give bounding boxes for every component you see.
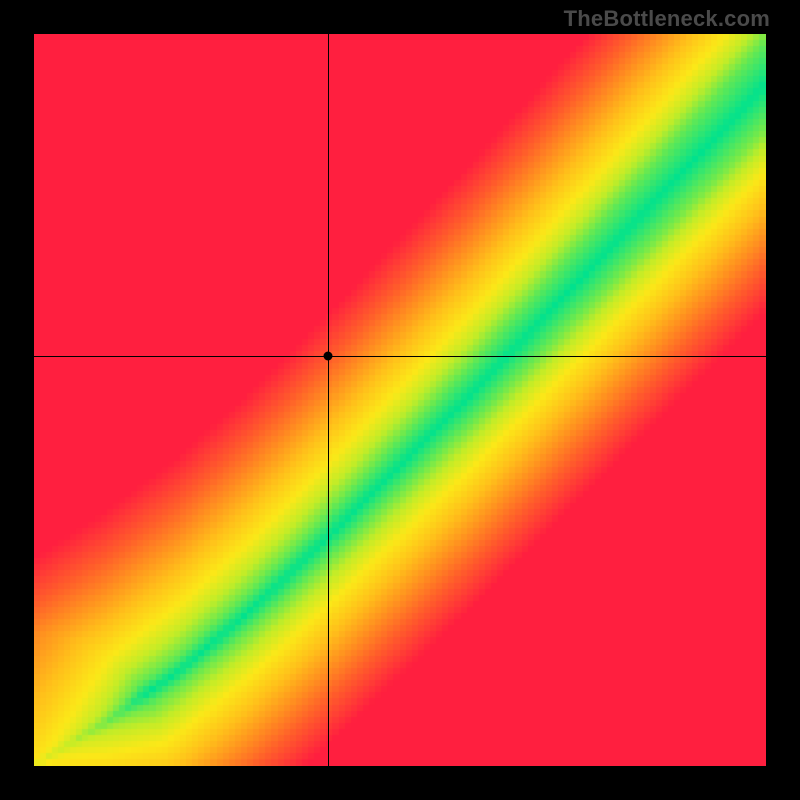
heatmap-canvas (34, 34, 766, 766)
crosshair-horizontal (34, 356, 766, 357)
crosshair-vertical (328, 34, 329, 766)
heatmap-plot (34, 34, 766, 766)
crosshair-dot (323, 352, 332, 361)
watermark-text: TheBottleneck.com (564, 6, 770, 32)
